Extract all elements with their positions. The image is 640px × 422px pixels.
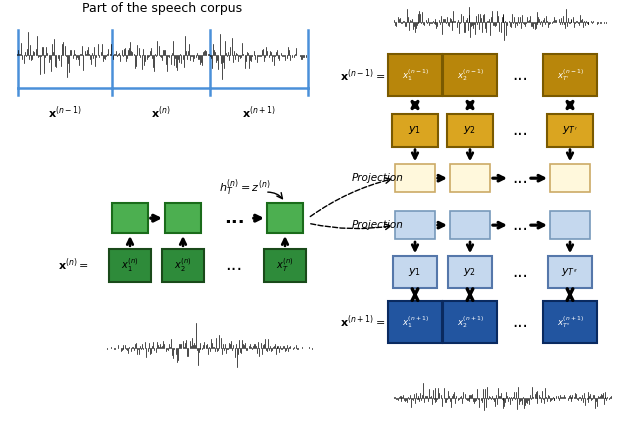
Text: ...: ...: [512, 263, 528, 281]
Text: ...: ...: [512, 66, 528, 84]
Text: $x_1^{(n-1)}$: $x_1^{(n-1)}$: [401, 68, 429, 83]
Bar: [162, 249, 204, 281]
Bar: [112, 203, 148, 233]
Text: $\mathbf{x}^{(n)}$: $\mathbf{x}^{(n)}$: [151, 104, 171, 121]
Bar: [543, 301, 597, 343]
Text: $x_1^{(n)}$: $x_1^{(n)}$: [121, 256, 139, 274]
Bar: [443, 54, 497, 96]
Text: $\mathbf{x}^{(n+1)}$: $\mathbf{x}^{(n+1)}$: [242, 104, 276, 121]
Text: $y_{T^\prime}$: $y_{T^\prime}$: [562, 124, 578, 136]
Text: ...: ...: [512, 121, 528, 139]
Text: $\mathbf{x}^{(n)} =$: $\mathbf{x}^{(n)} =$: [58, 257, 89, 273]
Text: $y_2$: $y_2$: [463, 124, 477, 136]
Text: $h_T^{(n)} = z^{(n)}$: $h_T^{(n)} = z^{(n)}$: [220, 177, 271, 197]
Text: $y_2$: $y_2$: [463, 266, 477, 278]
Text: $x_2^{(n)}$: $x_2^{(n)}$: [174, 256, 192, 274]
Bar: [450, 164, 490, 192]
Bar: [392, 114, 438, 147]
Bar: [543, 54, 597, 96]
Bar: [447, 114, 493, 147]
Bar: [393, 256, 437, 288]
Bar: [550, 211, 590, 239]
Bar: [165, 203, 201, 233]
Text: $x_{T^\prime}^{(n-1)}$: $x_{T^\prime}^{(n-1)}$: [557, 68, 584, 83]
Bar: [443, 301, 497, 343]
Bar: [547, 114, 593, 147]
Text: $y_1$: $y_1$: [408, 266, 422, 278]
Text: ...: ...: [225, 256, 243, 274]
Bar: [548, 256, 592, 288]
Text: $\mathbf{x}^{(n-1)}$: $\mathbf{x}^{(n-1)}$: [48, 104, 82, 121]
Bar: [395, 164, 435, 192]
Text: ...: ...: [512, 216, 528, 234]
Text: $x_1^{(n+1)}$: $x_1^{(n+1)}$: [401, 314, 429, 330]
Text: $x_T^{(n)}$: $x_T^{(n)}$: [276, 256, 294, 274]
Bar: [450, 211, 490, 239]
Bar: [267, 203, 303, 233]
Text: ...: ...: [512, 313, 528, 331]
Bar: [395, 211, 435, 239]
Text: ...: ...: [512, 169, 528, 187]
Bar: [264, 249, 306, 281]
Bar: [388, 54, 442, 96]
Text: $x_2^{(n-1)}$: $x_2^{(n-1)}$: [456, 68, 483, 83]
Text: Projection: Projection: [352, 220, 404, 230]
Text: Part of the speech corpus: Part of the speech corpus: [82, 2, 242, 15]
Bar: [448, 256, 492, 288]
Text: $\mathbf{x}^{(n+1)} =$: $\mathbf{x}^{(n+1)} =$: [340, 314, 385, 330]
Text: $y_1$: $y_1$: [408, 124, 422, 136]
Text: $y_{T^{\prime\prime}}$: $y_{T^{\prime\prime}}$: [561, 266, 579, 278]
Bar: [109, 249, 151, 281]
Text: $x_{T^{\prime\prime}}^{(n+1)}$: $x_{T^{\prime\prime}}^{(n+1)}$: [557, 314, 584, 330]
Text: Projection: Projection: [352, 173, 404, 183]
Text: $x_2^{(n+1)}$: $x_2^{(n+1)}$: [456, 314, 483, 330]
Text: $\mathbf{x}^{(n-1)} =$: $\mathbf{x}^{(n-1)} =$: [340, 67, 385, 84]
Bar: [550, 164, 590, 192]
Bar: [388, 301, 442, 343]
Text: ...: ...: [224, 209, 244, 227]
